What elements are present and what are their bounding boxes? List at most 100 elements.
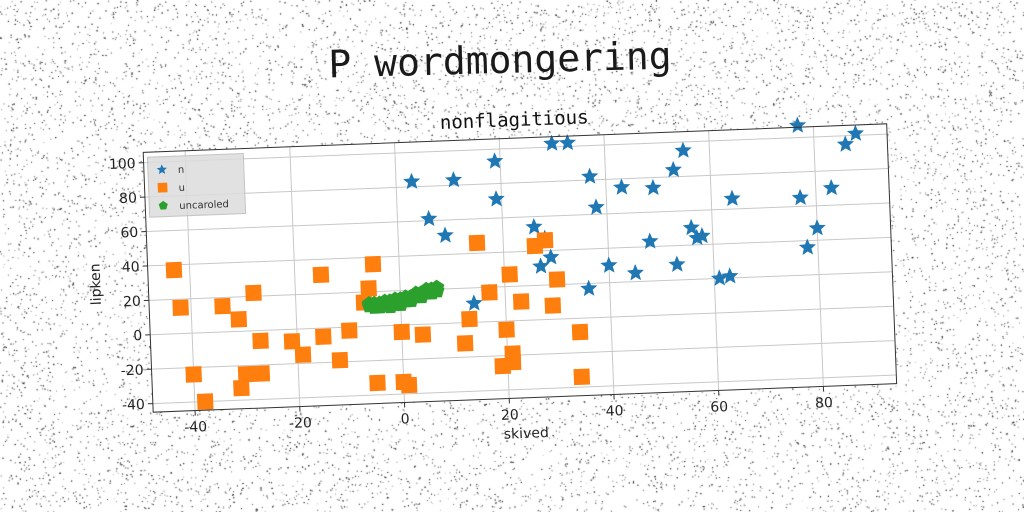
data-point	[674, 141, 692, 159]
data-point	[543, 134, 561, 152]
data-point	[361, 295, 377, 311]
data-point	[294, 346, 312, 364]
data-point	[723, 189, 741, 207]
x-tick-label: -20	[289, 415, 312, 432]
legend-box	[146, 153, 247, 218]
data-point	[581, 167, 599, 185]
x-tick-label: 40	[605, 403, 623, 420]
data-point	[808, 219, 826, 236]
y-grid-line	[150, 305, 894, 336]
data-point	[664, 160, 682, 178]
data-point	[644, 178, 662, 196]
data-point	[414, 326, 432, 343]
data-point	[465, 294, 483, 311]
y-tick-label: 100	[109, 156, 136, 173]
data-point	[587, 198, 605, 215]
y-grid-line	[144, 168, 889, 198]
y-tick-label: 60	[120, 225, 138, 242]
data-point	[668, 255, 686, 273]
data-point	[331, 351, 349, 369]
data-point	[340, 322, 358, 339]
data-point	[172, 299, 189, 317]
data-point	[798, 238, 816, 255]
data-marks	[165, 116, 865, 410]
y-tick-label: 80	[119, 190, 137, 207]
data-point	[501, 266, 518, 283]
data-point	[395, 373, 413, 391]
data-point	[253, 365, 271, 382]
x-tick-label: 20	[501, 407, 519, 424]
data-point	[688, 228, 706, 246]
y-grid-line	[152, 374, 897, 405]
data-point	[283, 333, 301, 350]
legend-label: n	[178, 165, 185, 176]
data-point	[312, 266, 330, 284]
data-point	[429, 283, 445, 298]
data-point	[532, 257, 550, 274]
data-point	[580, 279, 598, 297]
y-tick-label: 0	[133, 328, 143, 344]
data-point	[613, 178, 631, 195]
chart-title: nonflagitious	[440, 106, 589, 134]
grid-lines	[143, 126, 897, 411]
data-point	[214, 297, 231, 315]
y-tick-label: -40	[122, 397, 145, 414]
data-point	[512, 293, 530, 310]
x-axis-label: skived	[503, 425, 549, 443]
y-tick-label: -20	[120, 362, 143, 379]
data-point	[822, 178, 840, 196]
data-point	[364, 255, 382, 273]
legend: nu uncaroled	[146, 153, 247, 218]
plot-frame	[142, 123, 898, 413]
data-point	[165, 261, 183, 279]
data-point	[504, 353, 522, 371]
y-grid-line	[147, 236, 892, 267]
y-tick-label: 20	[123, 294, 141, 311]
data-point	[487, 190, 505, 207]
data-point	[233, 379, 250, 397]
legend-marker	[158, 200, 168, 210]
data-point	[600, 256, 618, 273]
x-axis-ticks: -40 -20 0 20 40 60 80	[184, 386, 833, 436]
data-point	[393, 323, 411, 341]
data-point	[791, 188, 809, 206]
data-point	[245, 284, 262, 302]
data-point	[641, 232, 659, 249]
data-point	[230, 310, 248, 328]
y-grid-line	[151, 340, 896, 370]
legend-marker	[157, 182, 168, 193]
data-point	[573, 368, 591, 386]
x-tick-label: -40	[184, 419, 207, 436]
data-point	[544, 297, 562, 314]
data-point	[710, 269, 729, 286]
data-point	[548, 271, 566, 288]
legend-label: u	[178, 183, 185, 194]
series-u	[165, 232, 591, 410]
legend-label: uncaroled	[179, 199, 229, 212]
y-grid-line	[143, 133, 888, 164]
data-point	[360, 280, 377, 297]
data-point	[536, 232, 554, 249]
data-point	[436, 226, 454, 244]
data-point	[456, 335, 474, 352]
data-point	[444, 171, 463, 188]
data-point	[252, 332, 269, 350]
data-point	[836, 135, 854, 152]
data-point	[558, 133, 576, 151]
data-point	[468, 234, 486, 252]
data-point	[369, 374, 386, 392]
y-axis-ticks: -40 -20 0 20 40 60 80 100	[109, 156, 153, 414]
x-tick-label: 0	[400, 411, 410, 427]
x-tick-label: 80	[815, 395, 833, 412]
plot-background	[143, 123, 897, 413]
data-point	[693, 227, 711, 244]
data-point	[403, 172, 421, 190]
chart-group: -40 -20 0 20 40 60 80 -40 -20 0 20 40 60 80 100 nonfl…	[87, 106, 898, 443]
data-point	[486, 152, 504, 169]
data-point	[196, 393, 214, 410]
y-grid-line	[148, 271, 893, 301]
x-tick-label: 60	[710, 399, 728, 416]
